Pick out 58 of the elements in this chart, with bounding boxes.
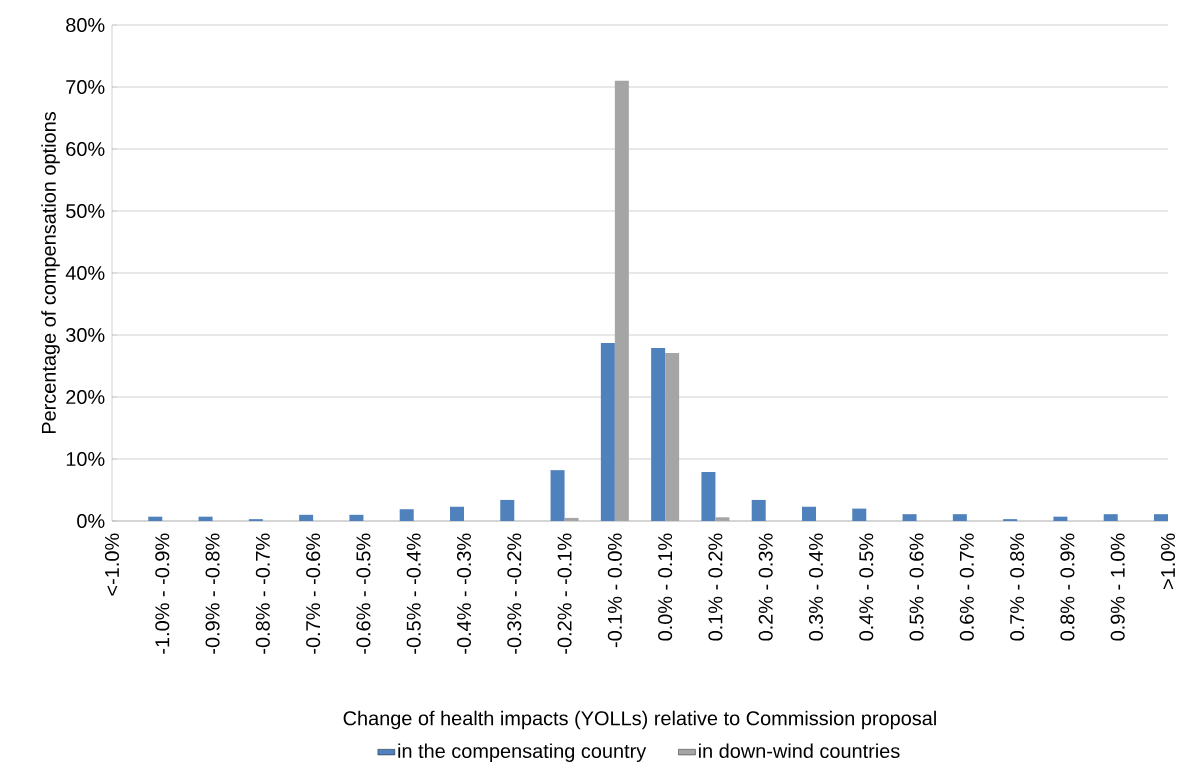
bar bbox=[198, 516, 213, 521]
bar bbox=[399, 509, 414, 521]
x-tick-label: >1.0% bbox=[1160, 533, 1176, 589]
y-tick-label: 50% bbox=[66, 203, 105, 219]
x-tick-label: 0.9% - 1.0% bbox=[1110, 533, 1125, 641]
bar bbox=[665, 352, 680, 521]
bar bbox=[1153, 514, 1168, 521]
x-tick-label: -0.1% - 0.0% bbox=[607, 533, 622, 648]
bar bbox=[751, 499, 766, 521]
x-tick-label: -0.5% - -0.4% bbox=[406, 533, 421, 654]
x-tick-label: 0.3% - 0.4% bbox=[808, 533, 824, 641]
bar bbox=[299, 514, 314, 521]
bar bbox=[614, 80, 629, 521]
x-tick-label: -0.9% - -0.8% bbox=[205, 533, 220, 654]
y-tick-label: 0% bbox=[77, 513, 105, 529]
bar bbox=[701, 472, 716, 521]
bar bbox=[715, 517, 730, 521]
y-tick-label: 60% bbox=[66, 141, 105, 157]
legend-label: in down-wind countries bbox=[698, 743, 900, 759]
y-tick-label: 20% bbox=[66, 389, 105, 405]
x-tick-label: 0.7% - 0.8% bbox=[1010, 533, 1025, 641]
x-tick-label: -0.8% - -0.7% bbox=[255, 533, 270, 654]
bar bbox=[902, 514, 917, 521]
bar bbox=[148, 516, 163, 521]
y-tick-label: 30% bbox=[66, 327, 105, 343]
bar bbox=[349, 514, 364, 521]
y-tick-label: 40% bbox=[65, 265, 105, 281]
bar bbox=[1053, 516, 1068, 521]
bar bbox=[651, 348, 666, 521]
bar bbox=[1103, 514, 1118, 521]
bar bbox=[600, 343, 615, 521]
y-tick-label: 70% bbox=[66, 79, 105, 95]
x-tick-label: 0.8% - 0.9% bbox=[1060, 533, 1075, 641]
x-tick-label: -0.7% - -0.6% bbox=[306, 533, 321, 654]
legend-label: in the compensating country bbox=[398, 743, 647, 763]
x-tick-label: -0.6% - -0.5% bbox=[356, 533, 371, 654]
bar bbox=[550, 470, 565, 521]
bar bbox=[801, 506, 816, 521]
x-tick-label: -0.4% - -0.3% bbox=[456, 533, 472, 654]
bar bbox=[564, 517, 579, 521]
x-tick-label: 0.0% - 0.1% bbox=[658, 533, 673, 641]
bar bbox=[450, 506, 464, 521]
x-tick-label: -1.0% - -0.9% bbox=[155, 533, 170, 654]
x-tick-label: 0.5% - 0.6% bbox=[909, 533, 924, 641]
bar bbox=[852, 508, 867, 521]
x-tick-label: <-1.0% bbox=[104, 533, 120, 596]
x-tick-label: -0.2% - -0.1% bbox=[557, 533, 572, 654]
x-tick-label: 0.6% - 0.7% bbox=[959, 533, 974, 641]
y-axis-title: Percentage of compensation options bbox=[41, 112, 60, 434]
x-tick-label: 0.1% - 0.2% bbox=[708, 533, 723, 641]
y-tick-label: 80% bbox=[66, 17, 105, 33]
x-axis-title: Change of health impacts (YOLLs) relative to Commission proposal bbox=[343, 710, 936, 730]
bar bbox=[500, 499, 515, 521]
bar bbox=[952, 514, 967, 521]
y-tick-label: 10% bbox=[66, 451, 105, 467]
x-tick-label: 0.2% - 0.3% bbox=[758, 533, 773, 641]
x-tick-label: 0.4% - 0.5% bbox=[859, 533, 874, 641]
x-tick-label: -0.3% - -0.2% bbox=[507, 533, 522, 654]
